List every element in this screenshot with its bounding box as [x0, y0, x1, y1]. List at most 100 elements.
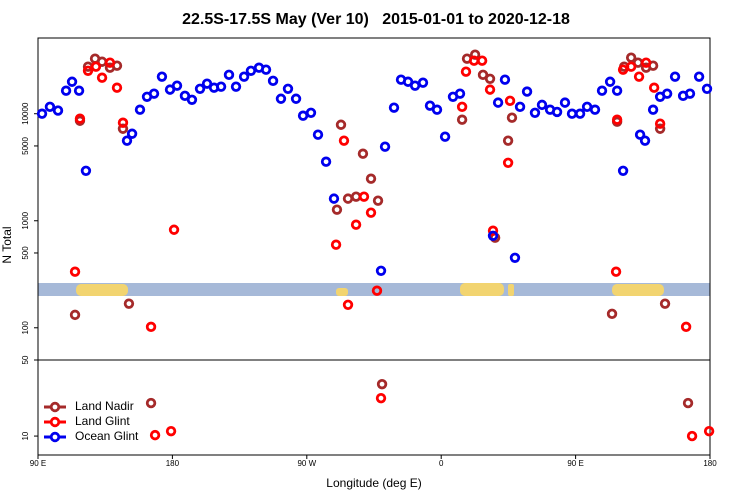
- data-point: [589, 104, 601, 115]
- data-point: [69, 309, 81, 321]
- data-point: [417, 77, 429, 88]
- data-point: [606, 308, 618, 320]
- data-point: [275, 93, 287, 104]
- data-point: [514, 101, 526, 113]
- data-point: [290, 93, 302, 104]
- x-tick-label: 180: [703, 459, 717, 468]
- data-point: [215, 81, 227, 92]
- data-point: [121, 135, 133, 146]
- data-point: [502, 157, 514, 168]
- data-point: [625, 61, 637, 72]
- data-point: [328, 193, 340, 204]
- data-point: [456, 101, 468, 113]
- data-point: [44, 101, 56, 113]
- data-point: [625, 52, 637, 63]
- data-point: [581, 101, 593, 113]
- data-point: [476, 55, 488, 66]
- data-point: [610, 266, 622, 277]
- data-point: [165, 425, 177, 437]
- data-point: [566, 108, 578, 119]
- data-point: [168, 224, 180, 235]
- data-point: [342, 299, 354, 310]
- data-point: [365, 173, 377, 184]
- data-point: [596, 85, 608, 96]
- data-point: [506, 112, 518, 123]
- data-point: [375, 265, 387, 276]
- data-point: [379, 141, 391, 152]
- data-point: [69, 266, 81, 277]
- data-point: [111, 82, 123, 93]
- data-point: [238, 71, 250, 82]
- data-point: [634, 129, 646, 140]
- data-point: [654, 123, 666, 134]
- data-point: [388, 102, 400, 113]
- data-point: [123, 298, 135, 309]
- data-point: [312, 129, 324, 140]
- y-axis-label: N Total: [0, 226, 14, 263]
- data-point: [156, 71, 168, 82]
- data-point: [365, 207, 377, 218]
- legend-label: Ocean Glint: [75, 429, 139, 443]
- x-tick-label: 90 E: [30, 459, 46, 468]
- legend-label: Land Nadir: [75, 399, 134, 413]
- y-tick-label: 5000: [21, 136, 30, 154]
- data-point: [633, 71, 645, 82]
- data-point: [230, 81, 242, 92]
- data-point: [648, 82, 660, 93]
- data-point: [82, 65, 94, 76]
- y-tick-label: 50: [21, 355, 30, 364]
- data-point: [145, 397, 157, 409]
- data-point: [559, 97, 571, 108]
- data-point: [104, 57, 116, 68]
- data-point: [487, 225, 499, 236]
- y-tick-label: 500: [21, 246, 30, 260]
- data-point: [431, 104, 443, 115]
- data-point: [680, 321, 692, 333]
- data-point: [521, 86, 533, 97]
- data-point: [358, 191, 370, 202]
- data-point: [499, 74, 511, 85]
- data-point: [574, 108, 586, 119]
- data-point: [223, 69, 235, 81]
- data-point: [484, 84, 496, 95]
- data-point: [536, 99, 548, 111]
- data-point: [350, 191, 362, 202]
- data-point: [60, 85, 72, 96]
- data-point: [611, 114, 623, 125]
- data-point: [669, 71, 681, 82]
- data-point: [487, 230, 499, 241]
- data-point: [73, 85, 85, 96]
- data-point: [682, 397, 694, 409]
- data-point: [305, 107, 317, 119]
- data-point: [335, 119, 347, 130]
- data-point: [90, 61, 102, 72]
- data-point: [611, 85, 623, 96]
- data-point: [267, 75, 279, 87]
- data-point: [504, 95, 516, 107]
- data-point: [617, 165, 629, 176]
- data-point: [171, 80, 183, 91]
- legend-marker: [49, 401, 61, 413]
- data-point: [484, 73, 496, 85]
- data-point: [66, 76, 78, 87]
- data-point: [145, 321, 157, 333]
- data-point: [96, 72, 108, 83]
- data-point: [529, 107, 541, 119]
- data-point: [117, 117, 129, 128]
- data-point: [376, 378, 388, 390]
- data-point: [350, 219, 362, 230]
- data-point: [148, 88, 160, 99]
- data-point: [342, 193, 354, 204]
- x-tick-label: 90 W: [297, 459, 316, 468]
- data-point: [454, 88, 466, 99]
- data-point: [639, 135, 651, 146]
- legend-label: Land Glint: [75, 414, 130, 428]
- data-point: [659, 298, 671, 309]
- x-axis-label: Longitude (deg E): [326, 476, 421, 490]
- data-point: [80, 165, 92, 176]
- data-point: [372, 195, 384, 206]
- data-point: [357, 148, 369, 159]
- plot-frame: [37, 37, 711, 456]
